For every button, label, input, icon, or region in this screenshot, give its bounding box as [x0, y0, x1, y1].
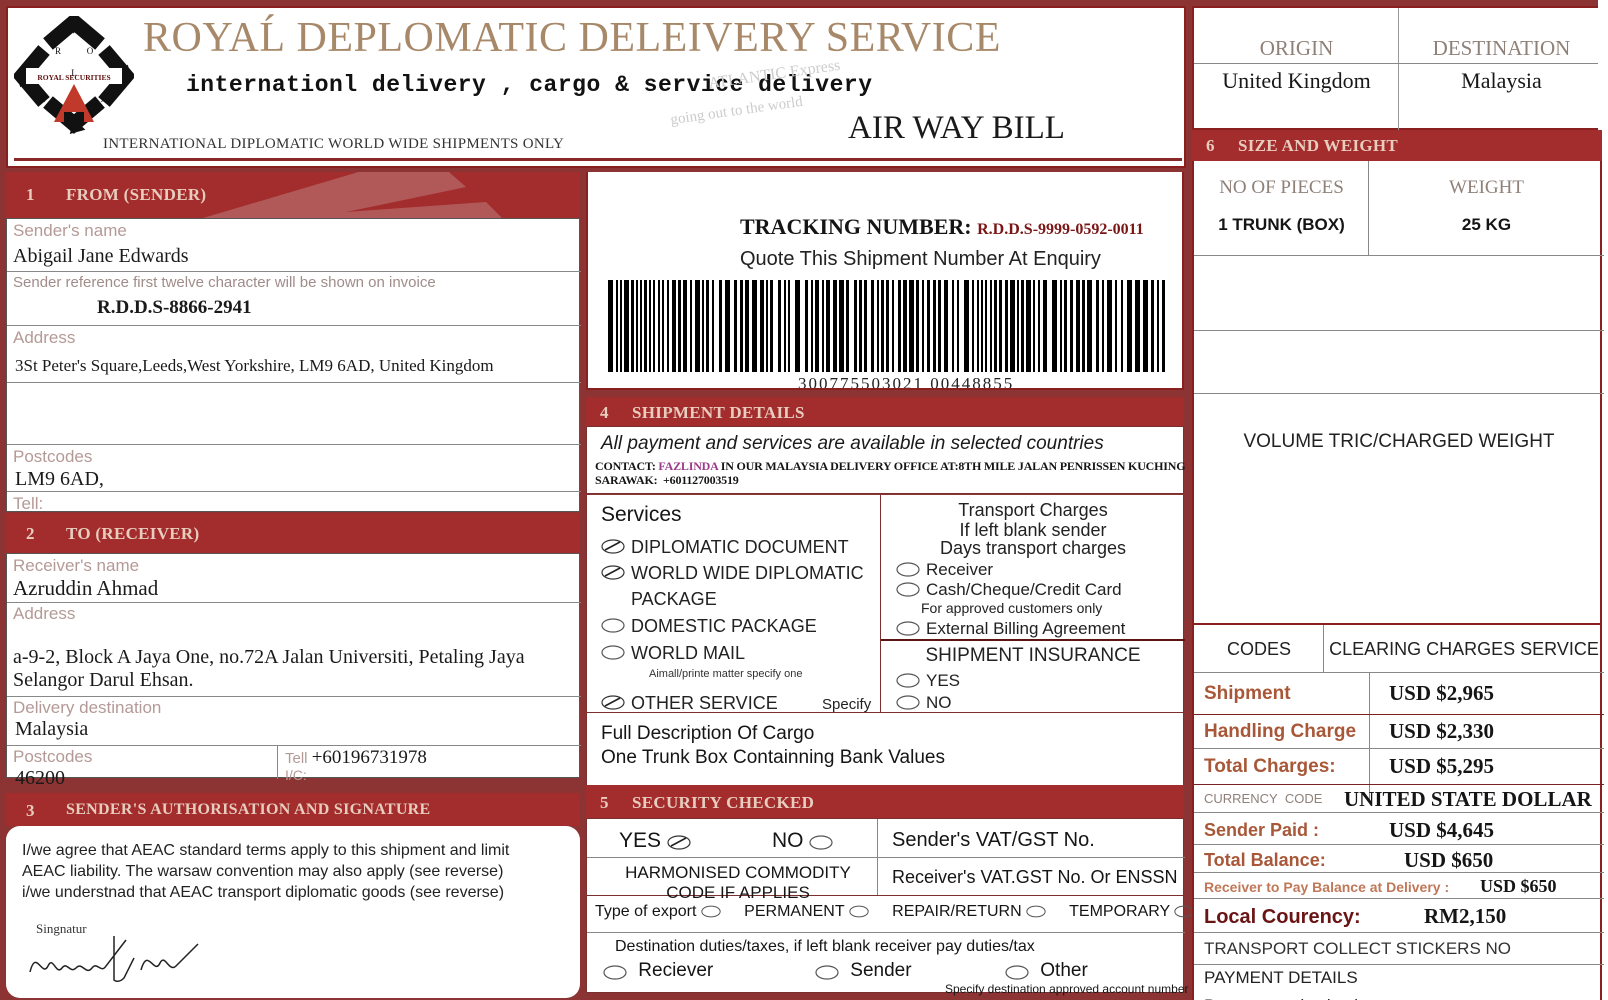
svg-text:ROYAL SECURITIES: ROYAL SECURITIES — [37, 73, 110, 82]
svg-text:A: A — [101, 94, 108, 104]
svg-text:R: R — [55, 46, 61, 56]
svg-text:O: O — [87, 46, 94, 56]
svg-text:Y: Y — [41, 94, 48, 104]
